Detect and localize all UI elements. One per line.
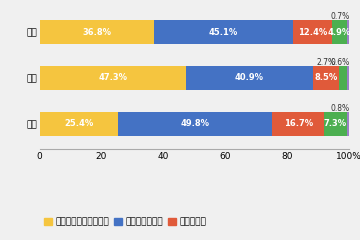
Bar: [324, 112, 347, 136]
Text: 7.3%: 7.3%: [324, 119, 347, 128]
Bar: [293, 20, 332, 44]
Bar: [313, 66, 339, 90]
Bar: [40, 112, 118, 136]
Text: 4.9%: 4.9%: [328, 28, 351, 37]
Bar: [186, 66, 313, 90]
Bar: [347, 20, 349, 44]
Text: 0.6%: 0.6%: [330, 58, 350, 67]
Text: 8.5%: 8.5%: [314, 73, 337, 83]
Bar: [118, 112, 273, 136]
Bar: [153, 20, 293, 44]
Text: 25.4%: 25.4%: [64, 119, 94, 128]
Text: 40.9%: 40.9%: [235, 73, 264, 83]
Text: 0.7%: 0.7%: [330, 12, 350, 21]
Bar: [40, 20, 153, 44]
Text: 16.7%: 16.7%: [284, 119, 313, 128]
Bar: [347, 112, 349, 136]
Bar: [339, 66, 347, 90]
Text: 36.8%: 36.8%: [82, 28, 111, 37]
Text: 47.3%: 47.3%: [98, 73, 127, 83]
Text: 49.8%: 49.8%: [181, 119, 210, 128]
Bar: [273, 112, 324, 136]
Text: 45.1%: 45.1%: [209, 28, 238, 37]
Bar: [347, 66, 349, 90]
Bar: [40, 66, 186, 90]
Text: 0.8%: 0.8%: [331, 104, 350, 113]
Text: 2.7%: 2.7%: [316, 58, 335, 67]
Text: 12.4%: 12.4%: [298, 28, 327, 37]
Bar: [332, 20, 347, 44]
